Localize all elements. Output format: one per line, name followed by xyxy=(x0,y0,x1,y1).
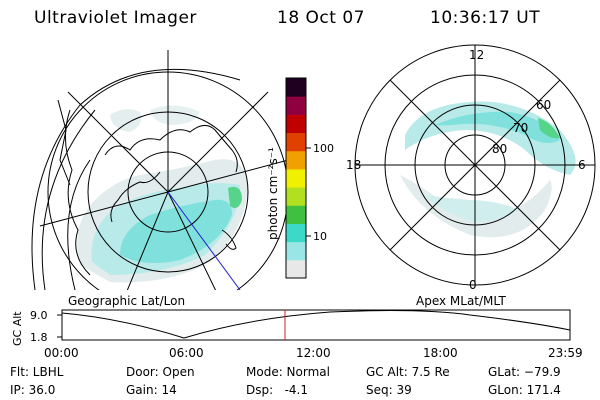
geo-local-meridian xyxy=(167,191,241,290)
altitude-plot: 9.0 1.8 GC Alt 00:00 06:00 12:00 18:00 2… xyxy=(11,309,583,360)
alt-xtick-0000: 00:00 xyxy=(44,346,79,360)
alt-ylabel: GC Alt xyxy=(11,311,24,346)
apex-mlat-60: 60 xyxy=(536,98,551,112)
colorbar: 100 10 photon cm⁻²s⁻¹ xyxy=(266,77,334,279)
apex-grid xyxy=(354,44,596,286)
colorbar-cell xyxy=(286,241,306,261)
geo-outer-arcs xyxy=(31,68,241,290)
info-filter: Flt: LBHL xyxy=(10,365,64,379)
colorbar-cell xyxy=(286,96,306,115)
colorbar-cell xyxy=(286,187,306,206)
info-gc-alt: GC Alt: 7.5 Re xyxy=(366,365,450,379)
alt-ytick-1-8: 1.8 xyxy=(30,331,48,344)
colorbar-cell xyxy=(286,114,306,134)
observation-time: 10:36:17 UT xyxy=(430,8,541,28)
observation-date: 18 Oct 07 xyxy=(277,8,365,28)
apex-mlt-12: 12 xyxy=(469,48,484,62)
apex-emission xyxy=(400,101,576,238)
alt-xtick-0600: 06:00 xyxy=(169,346,204,360)
apex-mlat-80: 80 xyxy=(492,142,507,156)
colorbar-cell xyxy=(286,259,306,279)
colorbar-cell xyxy=(286,132,306,152)
geo-longitude-lines xyxy=(39,50,296,290)
info-dsp: Dsp: -4.1 xyxy=(246,383,309,397)
info-door: Door: Open xyxy=(126,365,195,379)
instrument-title: Ultraviolet Imager xyxy=(34,8,197,28)
apex-mlt-6: 6 xyxy=(578,158,586,172)
apex-map-label: Apex MLat/MLT xyxy=(416,294,506,308)
colorbar-tick-100: 100 xyxy=(313,142,334,155)
altitude-curve xyxy=(61,310,571,339)
apex-mlt-18: 18 xyxy=(346,158,361,172)
alt-xtick-1800: 18:00 xyxy=(423,346,458,360)
alt-xtick-1200: 12:00 xyxy=(296,346,331,360)
apex-mlat-70: 70 xyxy=(513,121,528,135)
colorbar-tick-10: 10 xyxy=(313,230,327,243)
geographic-map-label: Geographic Lat/Lon xyxy=(68,294,185,308)
colorbar-cell xyxy=(286,205,306,224)
info-mode: Mode: Normal xyxy=(246,365,330,379)
colorbar-label: photon cm⁻²s⁻¹ xyxy=(266,147,280,240)
info-glat: GLat: −79.9 xyxy=(488,365,561,379)
colorbar-cell xyxy=(286,168,306,188)
alt-ytick-9: 9.0 xyxy=(30,309,48,322)
colorbar-cell xyxy=(286,223,306,243)
info-gain: Gain: 14 xyxy=(126,383,177,397)
alt-xtick-2359: 23:59 xyxy=(548,346,583,360)
info-ip: IP: 36.0 xyxy=(10,383,56,397)
geographic-map xyxy=(31,50,296,290)
info-seq: Seq: 39 xyxy=(366,383,412,397)
apex-map: 12 18 6 0 60 70 80 xyxy=(346,44,596,292)
colorbar-cell xyxy=(286,150,306,170)
colorbar-cell xyxy=(286,78,306,97)
apex-mlt-0: 0 xyxy=(469,278,477,292)
geo-coastlines xyxy=(57,99,238,276)
info-glon: GLon: 171.4 xyxy=(488,383,561,397)
